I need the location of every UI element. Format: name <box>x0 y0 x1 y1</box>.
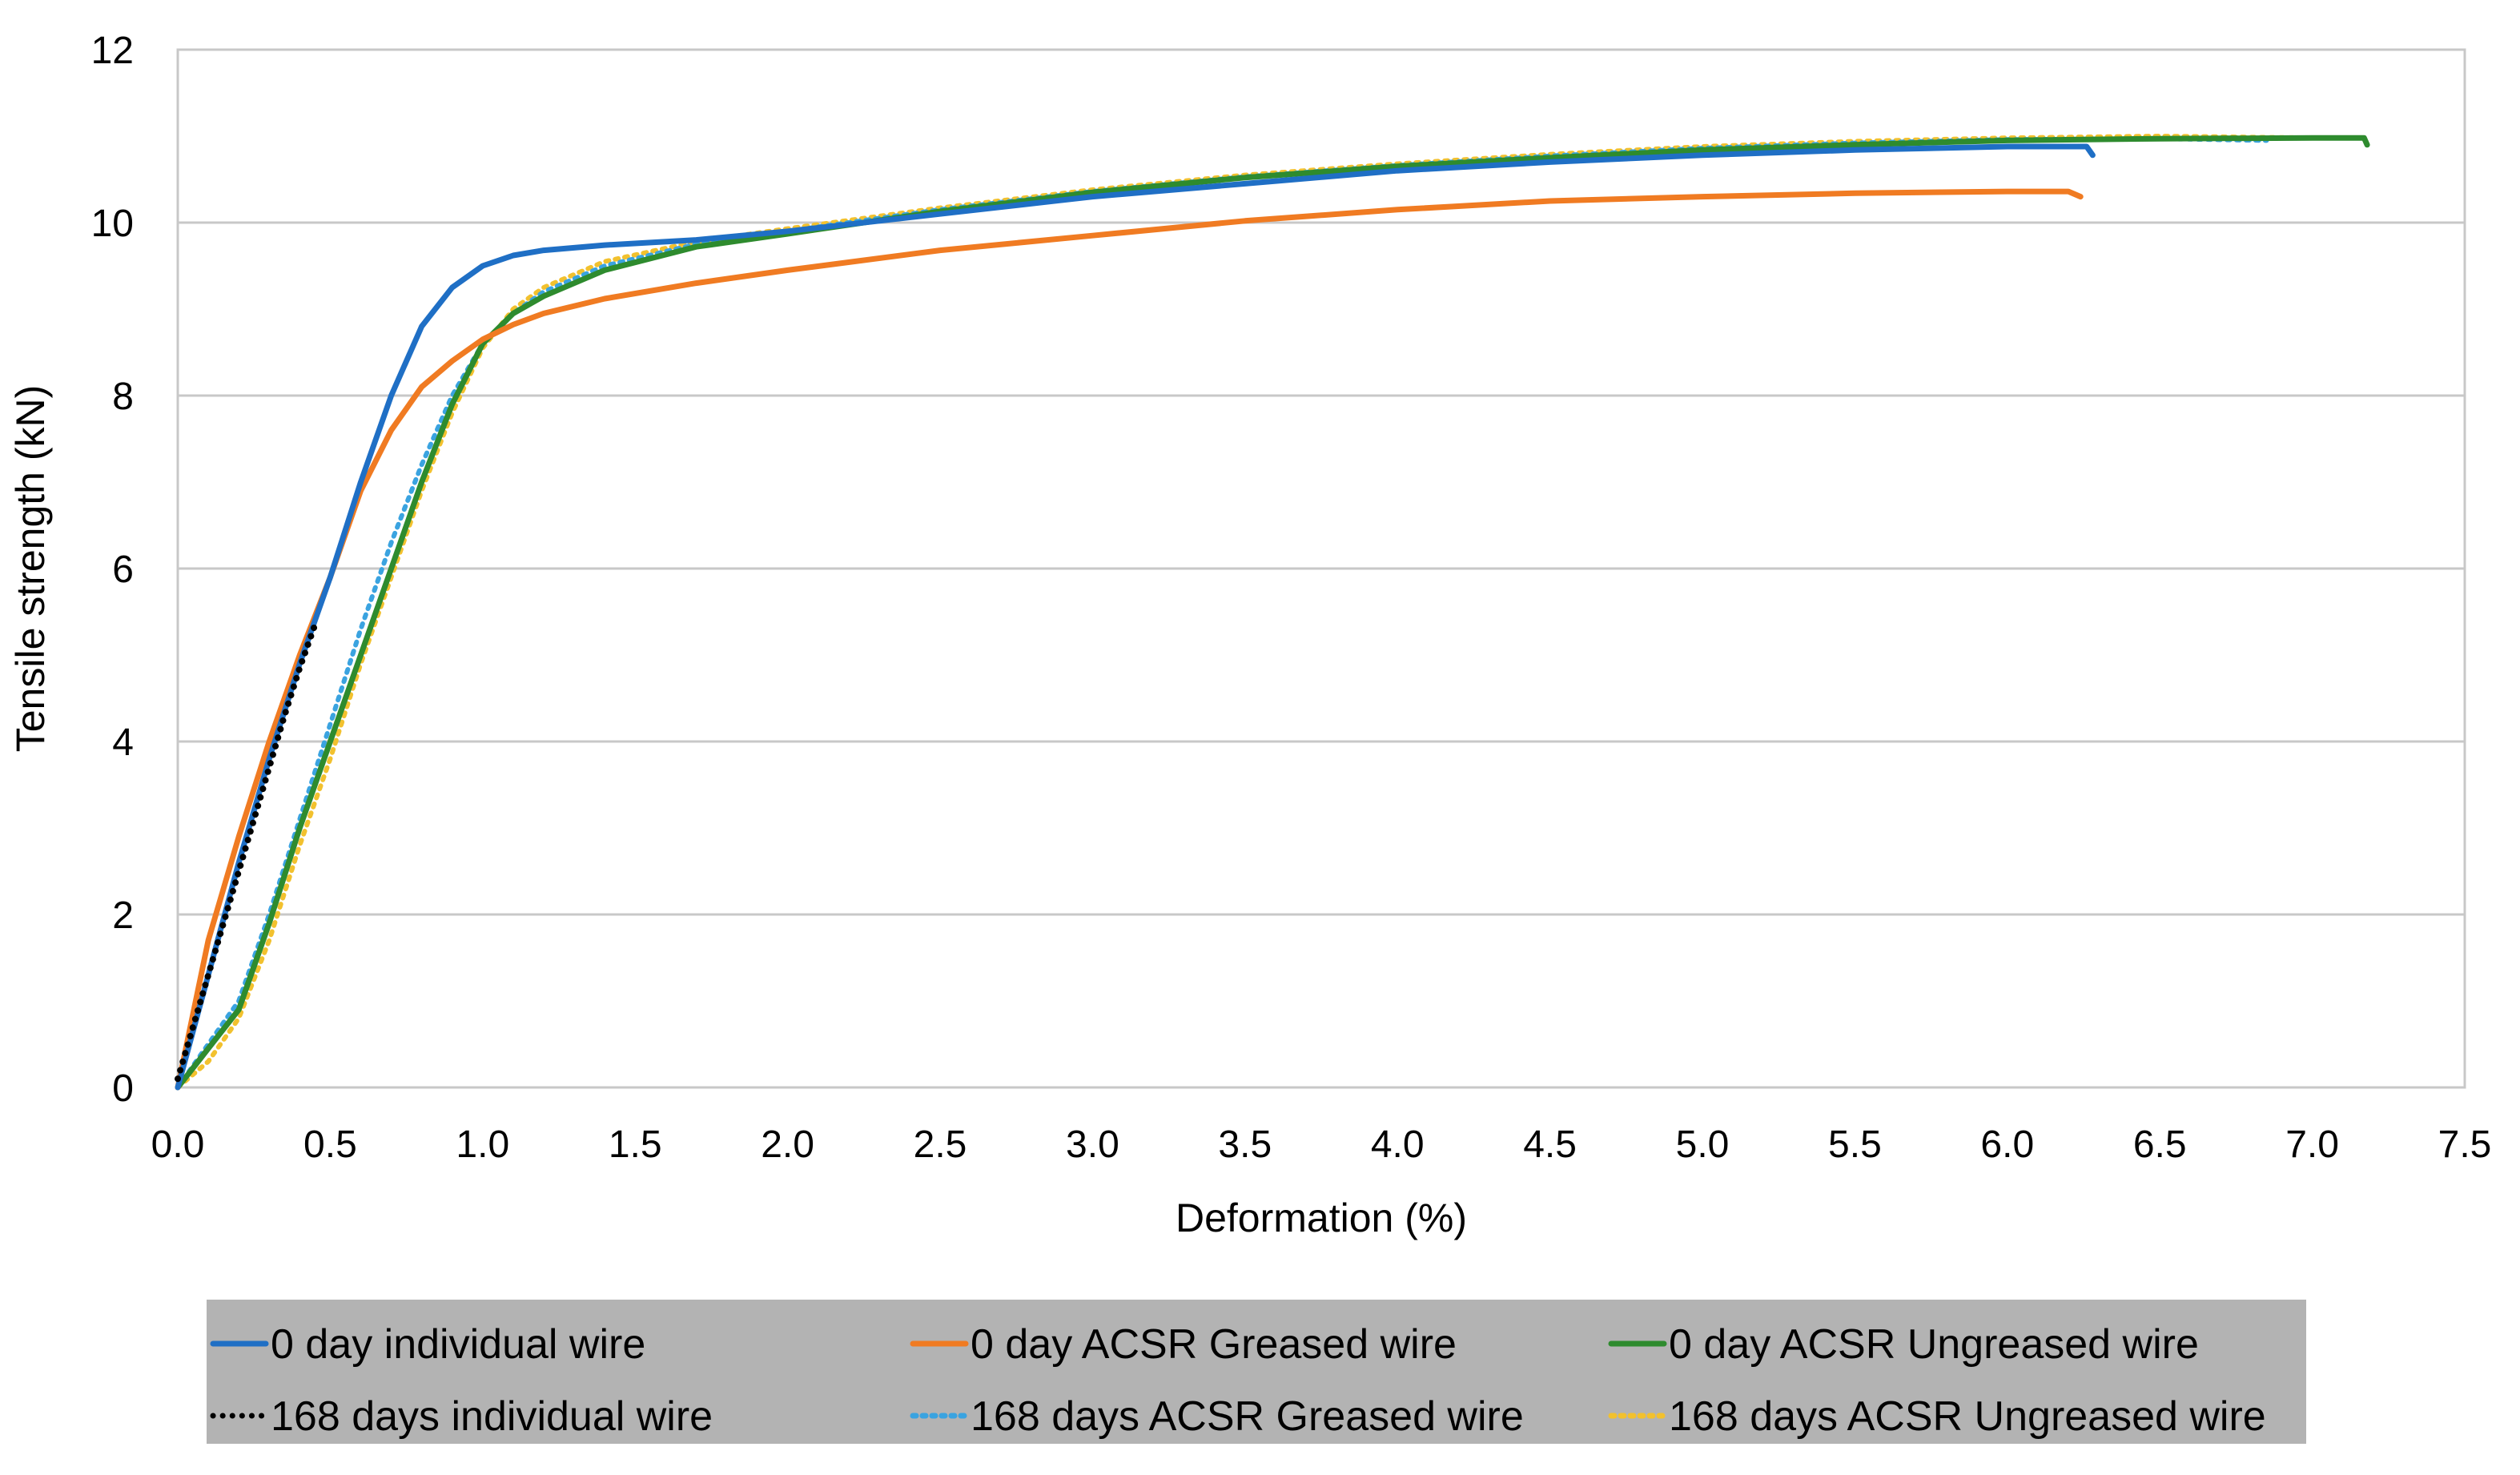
y-tick-label: 6 <box>112 549 134 591</box>
y-tick-labels: 0 2 4 6 8 10 12 <box>91 30 134 1110</box>
y-axis-title: Tensile strength (kN) <box>8 385 53 753</box>
y-tick-label: 10 <box>91 203 134 245</box>
series-line-3 <box>175 621 319 1083</box>
series-line-5 <box>175 134 2315 1090</box>
legend: 0 day individual wire 0 day ACSR Greased … <box>207 1300 2306 1444</box>
x-tick-label: 1.0 <box>456 1123 509 1166</box>
x-tick-label: 3.0 <box>1066 1123 1119 1166</box>
x-tick-label: 3.5 <box>1218 1123 1272 1166</box>
x-tick-label: 7.5 <box>2438 1123 2492 1166</box>
x-tick-label: 2.0 <box>761 1123 814 1166</box>
x-tick-label: 6.5 <box>2133 1123 2187 1166</box>
legend-label: 168 days individual wire <box>271 1393 713 1440</box>
x-tick-label: 2.5 <box>914 1123 967 1166</box>
series-line-0 <box>175 143 2096 1091</box>
x-tick-label: 4.0 <box>1371 1123 1425 1166</box>
x-tick-label: 5.5 <box>1828 1123 1882 1166</box>
legend-label: 0 day ACSR Ungreased wire <box>1669 1321 2199 1368</box>
x-tick-label: 0.5 <box>303 1123 357 1166</box>
plot-area-border <box>176 48 2466 1089</box>
x-tick-label: 6.0 <box>1980 1123 2034 1166</box>
data-series <box>175 134 2370 1091</box>
legend-label: 168 days ACSR Ungreased wire <box>1669 1393 2266 1440</box>
legend-label: 0 day ACSR Greased wire <box>971 1321 1457 1368</box>
y-tick-label: 2 <box>112 894 134 937</box>
x-tick-label: 5.0 <box>1676 1123 1730 1166</box>
x-tick-label: 7.0 <box>2285 1123 2339 1166</box>
x-axis-title: Deformation (%) <box>1176 1196 1467 1240</box>
x-tick-label: 1.5 <box>609 1123 662 1166</box>
legend-label: 0 day individual wire <box>271 1321 645 1368</box>
x-tick-labels: 0.0 0.5 1.0 1.5 2.0 2.5 3.0 3.5 4.0 4.5 5.0 5.5 6.0 6… <box>151 1123 2492 1166</box>
legend-background <box>207 1300 2306 1444</box>
x-tick-label: 0.0 <box>151 1123 205 1166</box>
series-line-2 <box>175 135 2370 1091</box>
y-tick-label: 0 <box>112 1067 134 1110</box>
x-tick-label: 4.5 <box>1523 1123 1577 1166</box>
y-tick-label: 8 <box>112 376 134 418</box>
y-tick-label: 12 <box>91 30 134 72</box>
legend-label: 168 days ACSR Greased wire <box>971 1393 1524 1440</box>
y-tick-label: 4 <box>112 721 134 764</box>
